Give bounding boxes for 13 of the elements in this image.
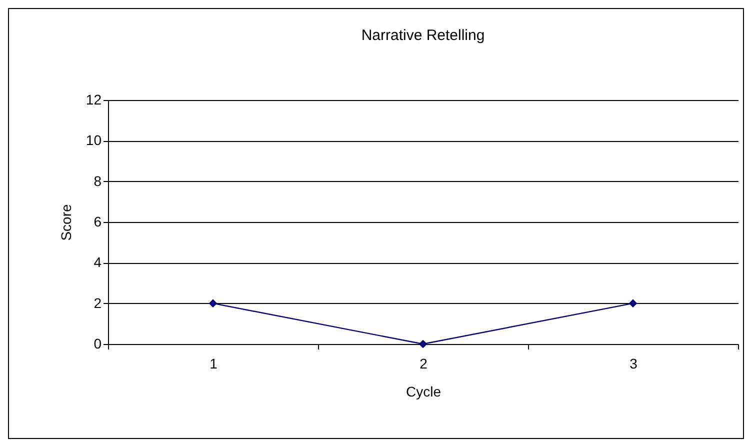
y-tick-label: 6 (94, 214, 102, 230)
y-tick-label: 4 (94, 254, 102, 270)
y-tick-label: 12 (86, 92, 102, 108)
y-tick-label: 8 (94, 172, 102, 189)
x-tick-label: 1 (210, 356, 218, 372)
x-axis-title: Cycle (406, 384, 442, 400)
x-tick-label: 2 (420, 356, 428, 372)
y-tick-label: 0 (94, 336, 102, 352)
y-tick-label: 10 (86, 132, 102, 148)
y-axis-title: Score (58, 204, 74, 241)
chart-title: Narrative Retelling (361, 27, 485, 44)
x-tick-label: 3 (630, 356, 638, 372)
y-tick-label: 2 (94, 294, 102, 311)
